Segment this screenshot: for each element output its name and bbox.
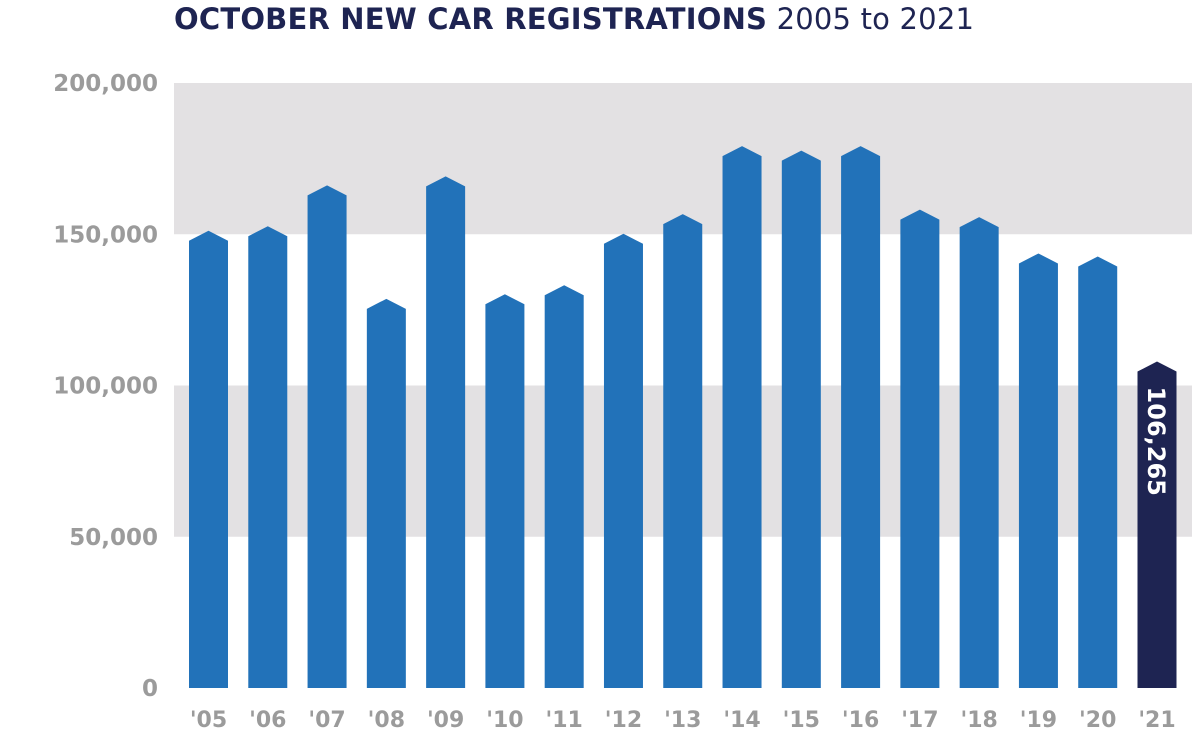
x-tick-label: '15 <box>783 708 820 733</box>
x-tick-label: '11 <box>546 708 583 733</box>
bar <box>307 185 347 688</box>
y-tick-label: 100,000 <box>53 374 158 400</box>
chart-subtitle: 2005 to 2021 <box>776 2 975 36</box>
y-axis: 0 50,000 100,000 150,000 200,000 <box>53 71 158 702</box>
x-tick-label: '12 <box>605 708 642 733</box>
x-tick-label: '07 <box>308 708 345 733</box>
bar <box>1078 256 1118 688</box>
x-tick-label: '13 <box>664 708 701 733</box>
bar <box>959 217 999 688</box>
x-axis: '05 '06 '07 '08 '09 '10 '11 '12 '13 '14 '15 '16 '17 '… <box>190 708 1176 733</box>
y-tick-label: 200,000 <box>53 71 158 97</box>
x-tick-label: '18 <box>960 708 997 733</box>
bar-data-label: 106,265 <box>1142 387 1170 496</box>
x-tick-label: '08 <box>368 708 405 733</box>
x-tick-label: '21 <box>1138 708 1175 733</box>
x-tick-label: '16 <box>842 708 879 733</box>
bar <box>722 146 762 688</box>
bar <box>1137 361 1177 688</box>
x-tick-label: '17 <box>901 708 938 733</box>
bar <box>366 298 406 688</box>
y-tick-label: 0 <box>142 676 158 702</box>
y-tick-label: 150,000 <box>53 222 158 248</box>
x-tick-label: '10 <box>486 708 523 733</box>
bar <box>544 285 584 688</box>
x-tick-label: '14 <box>723 708 760 733</box>
bar <box>485 294 525 688</box>
chart-title-main: OCTOBER NEW CAR REGISTRATIONS <box>174 2 768 36</box>
chart-title: OCTOBER NEW CAR REGISTRATIONS 2005 to 20… <box>174 2 974 36</box>
bar <box>781 150 821 689</box>
bar <box>189 230 228 688</box>
bar <box>248 226 288 688</box>
bar <box>426 176 466 688</box>
bar <box>603 233 643 688</box>
x-tick-label: '09 <box>427 708 464 733</box>
x-tick-label: '06 <box>249 708 286 733</box>
bar <box>900 209 940 688</box>
bar <box>841 146 881 688</box>
bar <box>1018 253 1058 688</box>
bars: 106,265 <box>189 146 1177 689</box>
x-tick-label: '20 <box>1079 708 1116 733</box>
x-tick-label: '05 <box>190 708 227 733</box>
y-tick-label: 50,000 <box>69 525 158 551</box>
bar <box>663 214 703 688</box>
x-tick-label: '19 <box>1020 708 1057 733</box>
